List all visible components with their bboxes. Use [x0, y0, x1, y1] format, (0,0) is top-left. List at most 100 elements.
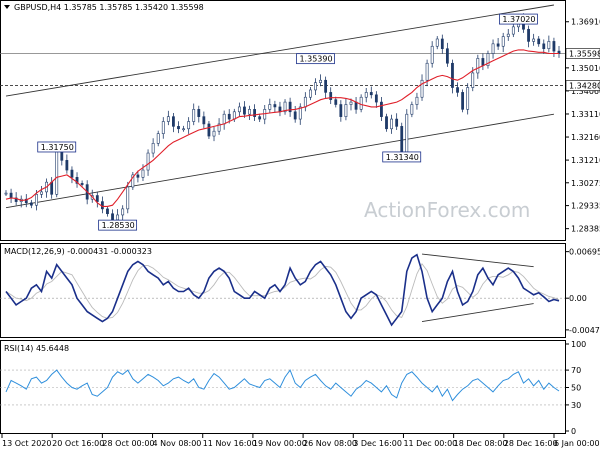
candle-body	[182, 128, 185, 131]
candle-body	[40, 191, 43, 195]
candle-body	[243, 106, 246, 115]
candle-body	[339, 104, 343, 117]
candle-body	[309, 89, 312, 98]
annotation-label: 1.35390	[299, 55, 332, 64]
annotation-box	[499, 13, 538, 25]
candle-body	[461, 92, 465, 110]
annotation-box	[296, 53, 335, 65]
candle-body	[329, 92, 333, 100]
candle-body	[481, 58, 485, 66]
candle-body	[35, 194, 38, 206]
current-price-label: 1.35598	[569, 50, 600, 59]
candle-body	[496, 43, 500, 47]
candle-body	[126, 186, 130, 210]
main-pane	[0, 0, 566, 241]
candle-body	[187, 121, 191, 130]
watermark: ActionForex.com	[364, 198, 530, 222]
candle-body	[466, 87, 470, 110]
candle-body	[440, 38, 444, 49]
x-tick-label: 11 Dec 00:00	[403, 439, 457, 448]
level-marker-label: 1.34280	[569, 82, 600, 91]
candle-body	[537, 38, 541, 45]
candle-body	[385, 116, 388, 130]
candle-body	[410, 104, 414, 115]
candle-body	[141, 169, 145, 178]
candle-body	[511, 26, 515, 35]
candle-body	[70, 169, 74, 178]
x-tick-label: 13 Oct 2020	[2, 439, 51, 448]
candle-body	[29, 202, 33, 206]
candle-body	[364, 92, 368, 98]
candle-body	[283, 101, 287, 113]
candle-body	[390, 118, 393, 130]
x-tick-label: 20 Oct 16:00	[52, 439, 104, 448]
moving-average-line	[5, 49, 559, 207]
collapse-arrow-icon[interactable]	[4, 5, 10, 9]
candle-body	[197, 109, 201, 117]
candle-body	[415, 96, 419, 105]
rsi-line	[5, 369, 560, 402]
macd-plot: 0.006956 0.00 -0.004736	[0, 248, 600, 335]
y-tick-label: 1.31210	[571, 156, 600, 165]
rsi-header: RSI(14) 45.6448	[4, 344, 69, 353]
candle-body	[425, 62, 429, 81]
macd-triangle-lower	[421, 303, 534, 323]
candle-body	[177, 126, 180, 130]
candle-body	[248, 109, 251, 115]
candle-body	[106, 208, 109, 215]
annotation-label: 1.28530	[102, 221, 135, 230]
candle-body	[476, 58, 480, 74]
candle-body	[136, 174, 140, 178]
candle-body	[501, 36, 505, 47]
rsi-y-tick-label: 50	[571, 384, 581, 393]
candle-body	[430, 45, 434, 64]
candle-body	[349, 101, 353, 105]
candle-body	[334, 99, 338, 105]
channel-upper-line	[5, 4, 555, 97]
candle-body	[405, 113, 409, 153]
y-tick-label: 1.32160	[571, 133, 600, 142]
candle-body	[369, 92, 373, 96]
candle-body	[75, 177, 79, 184]
candle-body	[95, 195, 99, 202]
macd-y-tick-label: -0.004736	[569, 326, 600, 335]
candle-body	[4, 192, 8, 195]
rsi-y-tick-label: 0	[571, 427, 576, 436]
y-tick-label: 1.33110	[571, 110, 600, 119]
x-tick-label: 26 Nov 08:00	[303, 439, 357, 448]
candle-body	[116, 214, 120, 221]
candle-body	[288, 101, 292, 113]
candle-body	[253, 109, 256, 117]
y-tick-label: 1.29335	[571, 202, 600, 211]
candle-body	[324, 79, 328, 93]
candle-body	[293, 111, 297, 120]
annotation-box	[98, 219, 138, 231]
macd-header: MACD(12,26,9) -0.000431 -0.000323	[4, 247, 152, 256]
candle-body	[354, 101, 358, 110]
candle-body	[298, 106, 302, 120]
candle-body	[111, 213, 114, 221]
candle-body	[445, 48, 449, 64]
candle-body	[65, 160, 69, 171]
current-price-box	[565, 48, 600, 59]
annotation-box	[382, 151, 422, 163]
level-marker-box	[565, 80, 600, 91]
candle-body	[237, 106, 241, 113]
x-tick-label: 4 Nov 08:00	[153, 439, 202, 448]
annotation-label: 1.31340	[386, 153, 419, 162]
candle-body	[161, 121, 165, 134]
y-tick-label: 1.36910	[571, 18, 600, 27]
x-tick-label: 19 Nov 00:00	[253, 439, 307, 448]
candle-body	[55, 150, 59, 195]
candle-body	[80, 183, 84, 185]
macd-y-tick-label: 0.006956	[569, 248, 600, 257]
candle-body	[217, 123, 221, 132]
x-tick-label: 3 Dec 16:00	[353, 439, 402, 448]
macd-y-tick-label: 0.00	[569, 294, 587, 303]
main-header: GBPUSD,H4 1.35785 1.35785 1.35420 1.3559…	[14, 3, 204, 12]
candle-body	[552, 41, 556, 52]
y-tick-label: 1.34060	[571, 87, 600, 96]
price-plot: 1.36910 1.35010 1.34060 1.33110 1.32160 1.312…	[0, 4, 600, 234]
candle-body	[202, 116, 206, 125]
